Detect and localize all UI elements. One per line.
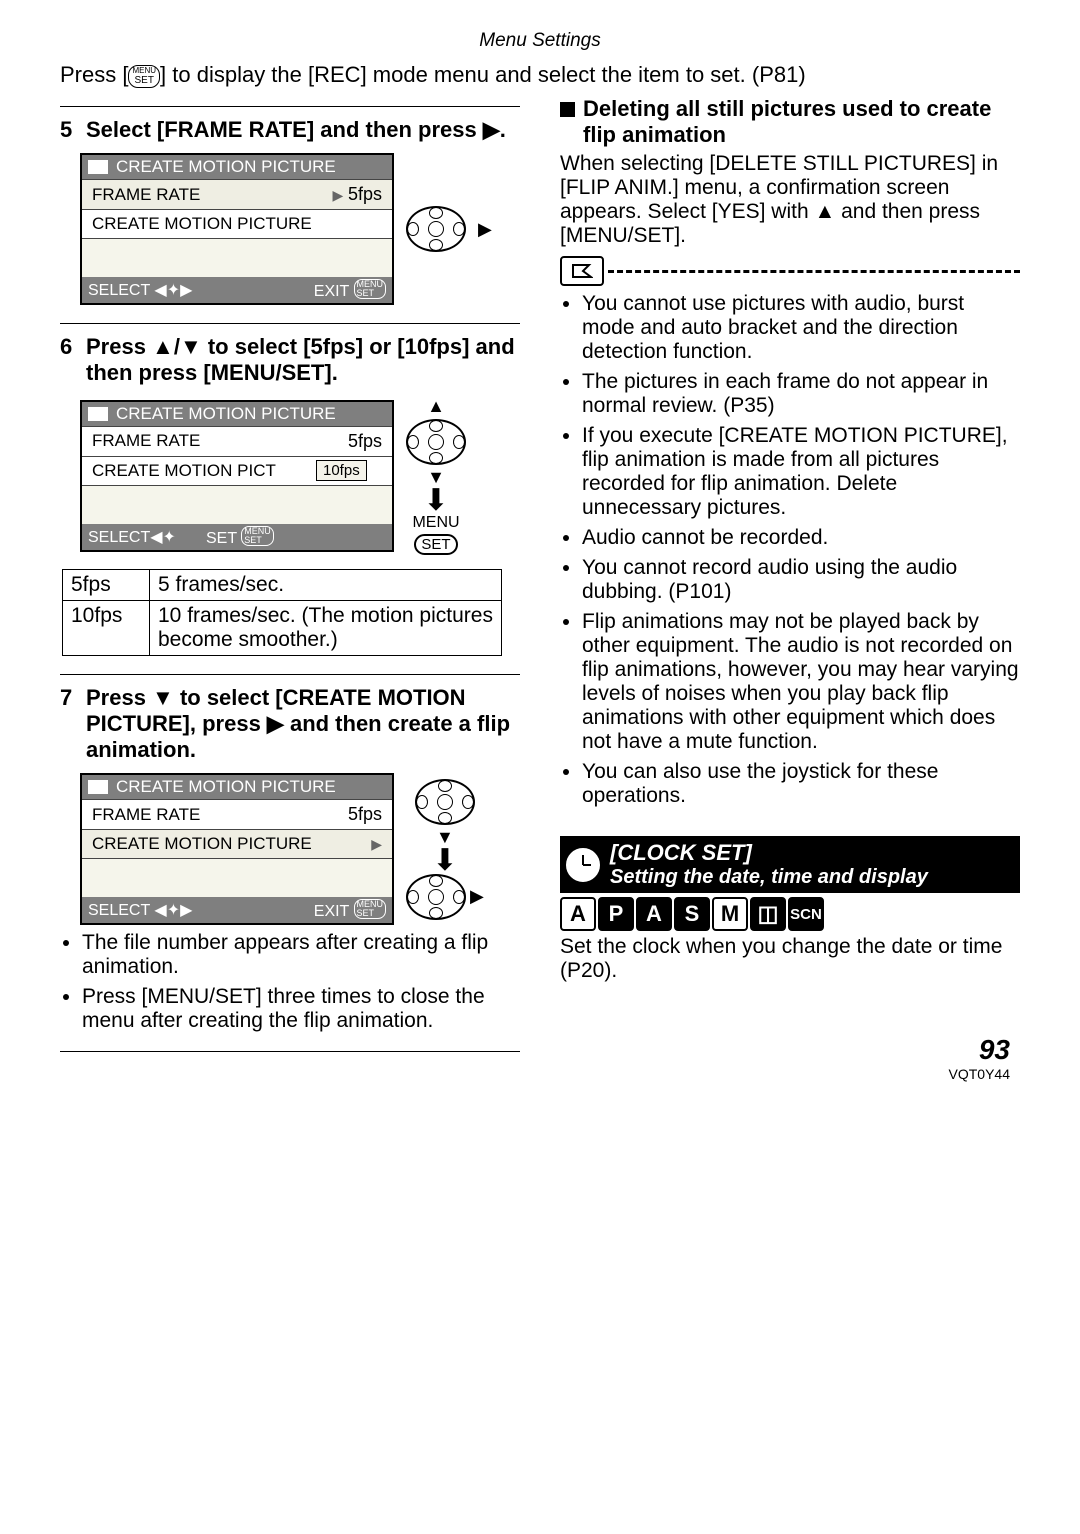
step-number: 5	[60, 117, 78, 143]
list-item: The pictures in each frame do not appear…	[582, 370, 1020, 418]
arrow-right-icon: ▶	[478, 219, 492, 240]
triangle-right-icon: ▶	[371, 836, 382, 853]
mode-icon: ◫	[750, 897, 786, 931]
delete-body: When selecting [DELETE STILL PICTURES] i…	[560, 152, 1020, 248]
clock-title: [CLOCK SET]	[610, 840, 928, 866]
list-item: Audio cannot be recorded.	[582, 526, 1020, 550]
menu-title: CREATE MOTION PICTURE	[116, 777, 336, 797]
list-item: You cannot use pictures with audio, burs…	[582, 292, 1020, 364]
clock-subtitle: Setting the date, time and display	[610, 866, 928, 889]
list-item: Flip animations may not be played back b…	[582, 610, 1020, 754]
list-item: You can also use the joystick for these …	[582, 760, 1020, 808]
step-7: 7 Press ▼ to select [CREATE MOTION PICTU…	[60, 685, 520, 1033]
menu-row-label: CREATE MOTION PICT	[92, 461, 276, 481]
menu-title: CREATE MOTION PICTURE	[116, 404, 336, 424]
mode-icon: S	[674, 897, 710, 931]
subheader-text: Deleting all still pictures used to crea…	[583, 96, 1020, 148]
table-cell: 10fps	[63, 601, 150, 656]
menu-set-icon: MENUSET	[128, 65, 160, 88]
film-icon	[88, 160, 108, 174]
page-number: 93	[979, 1034, 1010, 1066]
list-item: If you execute [CREATE MOTION PICTURE], …	[582, 424, 1020, 520]
step-5: 5 Select [FRAME RATE] and then press ▶. …	[60, 117, 520, 305]
menu-row-label: FRAME RATE	[92, 805, 200, 825]
mode-icon: M	[712, 897, 748, 931]
table-cell: 5fps	[63, 570, 150, 601]
joystick-icon	[415, 779, 475, 825]
footer-select: SELECT	[88, 282, 150, 299]
footer-exit: EXIT	[314, 283, 349, 300]
menu-screenshot-7: CREATE MOTION PICTURE FRAME RATE 5fps CR…	[80, 773, 394, 925]
note-divider	[560, 256, 1020, 286]
table-row: 5fps 5 frames/sec.	[63, 570, 502, 601]
menu-set-pill-icon: MENUSET	[241, 526, 274, 546]
intro-after: ] to display the [REC] mode menu and sel…	[160, 62, 806, 87]
menu-row-label: CREATE MOTION PICTURE	[92, 834, 312, 854]
footer-select: SELECT	[88, 529, 150, 546]
document-code: VQT0Y44	[949, 1066, 1010, 1082]
joystick-icon	[406, 419, 466, 465]
footer-set: SET	[206, 530, 237, 547]
triangle-right-icon: ▶	[332, 187, 343, 203]
menu-row-label: FRAME RATE	[92, 185, 200, 205]
arrow-up-icon: ▲	[427, 396, 445, 417]
menu-set-pill-icon: MENUSET	[354, 279, 387, 299]
mode-icon: P	[598, 897, 634, 931]
notes-list: You cannot use pictures with audio, burs…	[560, 292, 1020, 808]
step-7-bullets: The file number appears after creating a…	[60, 931, 520, 1033]
step-6: 6 Press ▲/▼ to select [5fps] or [10fps] …	[60, 334, 520, 656]
film-icon	[88, 780, 108, 794]
popup-option: 10fps	[316, 460, 367, 481]
mode-icon: SCN	[788, 897, 824, 931]
menu-row-label: FRAME RATE	[92, 431, 200, 451]
intro-line: Press [MENUSET] to display the [REC] mod…	[60, 62, 1020, 88]
note-icon	[560, 256, 604, 286]
arrow-right-icon: ▶	[470, 886, 484, 907]
arrow-down-large-icon: ⬇	[423, 490, 448, 512]
list-item: Press [MENU/SET] three times to close th…	[82, 985, 520, 1033]
clock-body: Set the clock when you change the date o…	[560, 935, 1020, 983]
mode-icon: A	[636, 897, 672, 931]
list-item: You cannot record audio using the audio …	[582, 556, 1020, 604]
menu-row-label: CREATE MOTION PICTURE	[92, 214, 312, 234]
step-text: Press ▲/▼ to select [5fps] or [10fps] an…	[86, 334, 520, 386]
menu-screenshot-5: CREATE MOTION PICTURE FRAME RATE ▶ 5fps …	[80, 153, 394, 305]
fps-table: 5fps 5 frames/sec. 10fps 10 frames/sec. …	[62, 569, 502, 656]
joystick-icon	[406, 206, 466, 252]
step-number: 6	[60, 334, 78, 386]
menu-row-value: 5fps	[348, 431, 382, 452]
intro-before: Press [	[60, 62, 128, 87]
mode-dial-icons: A P A S M ◫ SCN	[560, 897, 1020, 931]
step-text: Press ▼ to select [CREATE MOTION PICTURE…	[86, 685, 520, 763]
joystick-icon	[406, 874, 466, 920]
step-text: Select [FRAME RATE] and then press ▶.	[86, 117, 520, 143]
square-bullet-icon	[560, 102, 575, 117]
clock-icon	[566, 848, 600, 882]
table-cell: 10 frames/sec. (The motion pictures beco…	[150, 601, 502, 656]
step-number: 7	[60, 685, 78, 763]
menu-title: CREATE MOTION PICTURE	[116, 157, 336, 177]
arrow-down-large-icon: ⬇	[432, 850, 457, 872]
table-cell: 5 frames/sec.	[150, 570, 502, 601]
menu-label: MENU	[412, 514, 459, 532]
table-row: 10fps 10 frames/sec. (The motion picture…	[63, 601, 502, 656]
delete-subheader: Deleting all still pictures used to crea…	[560, 96, 1020, 148]
footer-exit: EXIT	[314, 903, 349, 920]
mode-icon: A	[560, 897, 596, 931]
film-icon	[88, 407, 108, 421]
section-header: Menu Settings	[60, 30, 1020, 52]
footer-select: SELECT	[88, 902, 150, 919]
clock-set-header: [CLOCK SET] Setting the date, time and d…	[560, 836, 1020, 893]
list-item: The file number appears after creating a…	[82, 931, 520, 979]
menu-set-pill-icon: MENUSET	[354, 899, 387, 919]
menu-row-value: 5fps	[348, 184, 382, 204]
menu-row-value: 5fps	[348, 804, 382, 825]
set-pill-icon: SET	[414, 534, 457, 555]
